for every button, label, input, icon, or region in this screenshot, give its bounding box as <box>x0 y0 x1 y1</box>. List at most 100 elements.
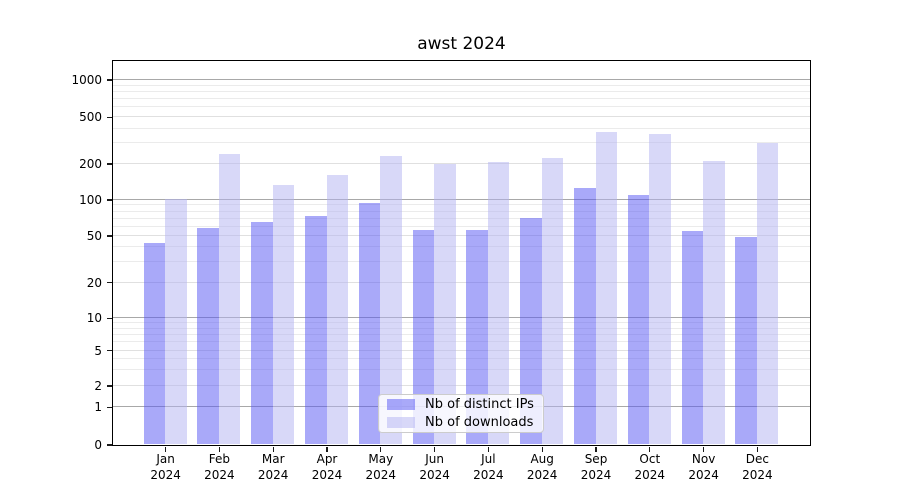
x-tick-label-jun: Jun 2024 <box>419 452 450 482</box>
gridline <box>112 127 810 129</box>
legend-swatch-distinct-ips <box>387 398 415 410</box>
y-tick-label: 100 <box>79 193 102 207</box>
gridline <box>112 246 810 248</box>
y-tick-label: 0 <box>94 438 102 452</box>
bar-downloads-feb <box>218 153 241 445</box>
bar-downloads-may <box>380 156 402 445</box>
legend-item-distinct-ips: Nb of distinct IPs <box>387 397 535 412</box>
y-tick-label: 5 <box>94 343 102 358</box>
x-tick-label-nov: Nov 2024 <box>688 452 719 482</box>
y-tick-mark <box>106 282 112 284</box>
bar-distinct-ips-jul <box>466 229 488 445</box>
x-tick-mark <box>649 446 651 452</box>
bar-distinct-ips-dec <box>735 236 757 445</box>
gridline <box>112 349 810 351</box>
bar-distinct-ips-nov <box>681 230 704 445</box>
x-tick-mark <box>326 446 328 452</box>
gridline <box>112 281 810 283</box>
x-tick-mark <box>272 446 274 452</box>
y-tick-label: 20 <box>86 275 102 290</box>
x-tick-mark <box>702 446 705 452</box>
y-tick-mark <box>106 235 112 237</box>
plot-area: Nb of distinct IPs Nb of downloads <box>111 59 811 446</box>
legend-swatch-downloads <box>387 416 415 428</box>
x-tick-label-jan: Jan 2024 <box>150 452 181 482</box>
y-tick-mark <box>106 116 112 118</box>
gridline <box>112 261 810 263</box>
x-tick-label-aug: Aug 2024 <box>526 452 558 482</box>
gridline <box>112 116 810 118</box>
x-tick-mark <box>487 446 490 452</box>
x-tick-mark <box>433 446 436 452</box>
bar-distinct-ips-jun <box>412 229 435 445</box>
gridline <box>112 163 810 164</box>
x-tick-label-oct: Oct 2024 <box>634 452 666 482</box>
gridline <box>112 225 810 227</box>
gridline <box>112 204 810 206</box>
x-tick-mark <box>218 446 221 452</box>
gridline <box>112 369 810 371</box>
bar-downloads-mar <box>272 185 295 445</box>
bar-downloads-nov <box>703 160 725 445</box>
gridline <box>112 199 810 200</box>
bar-downloads-apr <box>326 175 348 445</box>
legend: Nb of distinct IPs Nb of downloads <box>378 393 544 433</box>
gridline <box>112 341 810 343</box>
bar-downloads-dec <box>756 143 779 445</box>
bar-downloads-aug <box>541 157 564 445</box>
x-tick-label-mar: Mar 2024 <box>257 452 289 482</box>
gridline <box>112 79 810 80</box>
y-tick-mark <box>106 199 112 201</box>
bar-downloads-jan <box>165 198 187 445</box>
x-tick-label-dec: Dec 2024 <box>742 452 773 482</box>
gridline <box>112 327 810 329</box>
legend-label-downloads: Nb of downloads <box>425 414 534 430</box>
y-tick-label: 500 <box>79 110 102 125</box>
x-tick-mark <box>380 446 382 452</box>
chart-title: awst 2024 <box>417 34 506 54</box>
gridline <box>112 333 810 335</box>
x-tick-mark <box>541 446 543 452</box>
y-tick-label: 2 <box>94 379 102 393</box>
gridline <box>112 98 810 100</box>
legend-item-downloads: Nb of downloads <box>387 415 535 430</box>
gridline <box>112 385 810 386</box>
gridline <box>112 217 810 219</box>
x-tick-label-feb: Feb 2024 <box>204 452 235 482</box>
y-tick-mark <box>106 163 112 165</box>
bar-downloads-jun <box>434 164 456 445</box>
x-tick-label-sep: Sep 2024 <box>580 452 612 482</box>
gridline <box>112 235 810 236</box>
bar-distinct-ips-aug <box>520 218 542 445</box>
bar-distinct-ips-sep <box>574 188 596 445</box>
gridline <box>112 210 810 212</box>
y-tick-mark <box>106 317 112 319</box>
gridline <box>112 91 810 92</box>
bar-distinct-ips-jan <box>143 243 166 445</box>
bar-downloads-sep <box>595 132 617 445</box>
bar-distinct-ips-feb <box>197 227 219 445</box>
legend-label-distinct-ips: Nb of distinct IPs <box>425 396 534 412</box>
gridline <box>112 142 810 144</box>
x-tick-mark <box>595 446 597 452</box>
x-tick-label-may: May 2024 <box>365 452 397 482</box>
x-tick-label-apr: Apr 2024 <box>311 452 343 482</box>
x-tick-label-jul: Jul 2024 <box>473 452 504 482</box>
y-tick-label: 1000 <box>71 73 102 87</box>
y-tick-label: 50 <box>86 229 102 243</box>
bar-downloads-oct <box>649 133 671 445</box>
x-tick-mark <box>164 446 167 452</box>
y-tick-mark <box>106 350 112 352</box>
y-tick-label: 200 <box>79 157 102 171</box>
y-tick-mark <box>106 79 112 81</box>
y-tick-mark <box>106 406 112 408</box>
bar-distinct-ips-oct <box>627 194 650 445</box>
gridline <box>112 317 810 319</box>
x-tick-mark <box>756 446 759 452</box>
y-tick-mark <box>106 444 112 446</box>
bar-distinct-ips-may <box>358 203 381 445</box>
y-tick-label: 1 <box>94 400 102 415</box>
y-tick-label: 10 <box>86 311 102 326</box>
gridline <box>112 84 810 86</box>
